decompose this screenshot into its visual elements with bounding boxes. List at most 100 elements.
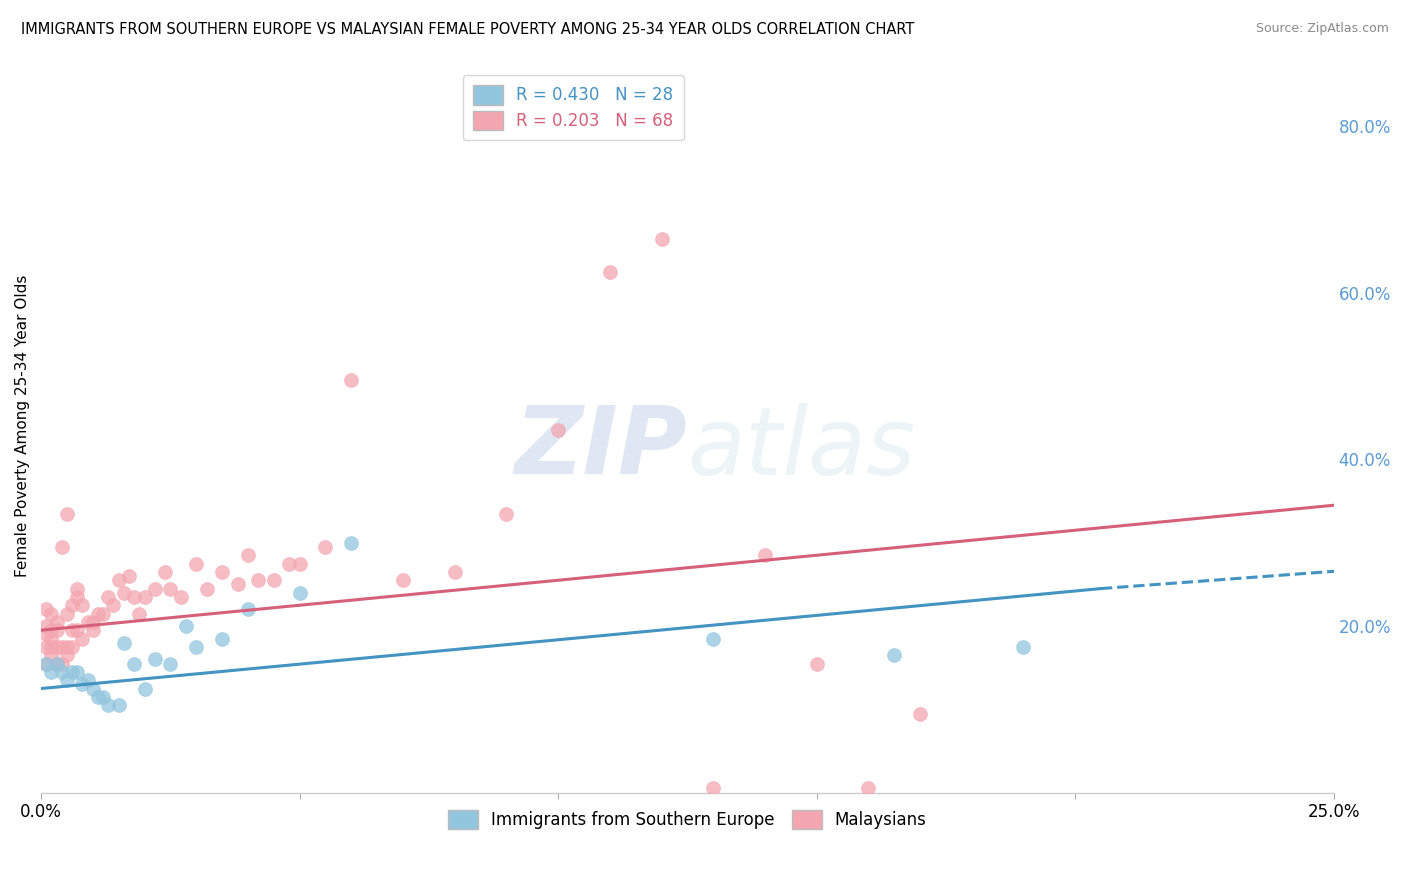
Point [443, 565, 465, 579]
Point [288, 585, 311, 599]
Point [97, 698, 120, 713]
Point [45, 640, 67, 654]
Point [41, 607, 63, 621]
Point [392, 573, 415, 587]
Point [45, 615, 67, 629]
Point [702, 781, 724, 796]
Point [97, 590, 120, 604]
Point [41, 648, 63, 663]
Point [60, 640, 83, 654]
Point [547, 423, 569, 437]
Point [170, 590, 193, 604]
Point [134, 590, 156, 604]
Point [226, 577, 249, 591]
Point [174, 619, 197, 633]
Point [128, 607, 150, 621]
Point [35, 627, 58, 641]
Point [41, 640, 63, 654]
Point [118, 569, 141, 583]
Point [278, 557, 301, 571]
Point [91, 607, 114, 621]
Point [35, 657, 58, 671]
Point [134, 681, 156, 696]
Point [908, 706, 931, 721]
Point [91, 690, 114, 704]
Point [107, 573, 129, 587]
Point [211, 565, 233, 579]
Point [103, 599, 125, 613]
Point [883, 648, 905, 663]
Point [159, 582, 181, 596]
Point [288, 557, 311, 571]
Point [41, 624, 63, 638]
Point [66, 582, 89, 596]
Point [66, 624, 89, 638]
Point [51, 665, 73, 679]
Point [143, 582, 166, 596]
Point [60, 665, 83, 679]
Point [236, 548, 259, 562]
Point [195, 582, 218, 596]
Point [51, 540, 73, 554]
Point [41, 632, 63, 646]
Point [56, 640, 79, 654]
Point [186, 557, 208, 571]
Point [82, 615, 104, 629]
Point [314, 540, 336, 554]
Point [82, 681, 104, 696]
Point [35, 602, 58, 616]
Point [56, 607, 79, 621]
Text: ZIP: ZIP [515, 402, 688, 494]
Point [263, 573, 285, 587]
Point [35, 619, 58, 633]
Point [806, 657, 828, 671]
Point [66, 665, 89, 679]
Point [87, 607, 110, 621]
Point [76, 673, 98, 688]
Point [153, 565, 176, 579]
Point [35, 640, 58, 654]
Point [247, 573, 270, 587]
Point [51, 657, 73, 671]
Point [495, 507, 517, 521]
Point [754, 548, 776, 562]
Point [45, 657, 67, 671]
Point [45, 657, 67, 671]
Point [702, 632, 724, 646]
Point [72, 599, 94, 613]
Point [60, 624, 83, 638]
Text: atlas: atlas [688, 402, 915, 493]
Point [87, 690, 110, 704]
Point [122, 590, 145, 604]
Point [41, 665, 63, 679]
Point [112, 636, 135, 650]
Point [76, 615, 98, 629]
Point [56, 673, 79, 688]
Point [45, 624, 67, 638]
Legend: Immigrants from Southern Europe, Malaysians: Immigrants from Southern Europe, Malaysi… [441, 803, 934, 836]
Point [651, 232, 673, 246]
Point [340, 535, 363, 549]
Text: Source: ZipAtlas.com: Source: ZipAtlas.com [1256, 22, 1389, 36]
Point [66, 590, 89, 604]
Point [56, 507, 79, 521]
Point [122, 657, 145, 671]
Point [35, 657, 58, 671]
Y-axis label: Female Poverty Among 25-34 Year Olds: Female Poverty Among 25-34 Year Olds [15, 275, 30, 577]
Point [72, 632, 94, 646]
Point [60, 599, 83, 613]
Point [51, 640, 73, 654]
Point [236, 602, 259, 616]
Point [143, 652, 166, 666]
Point [1012, 640, 1035, 654]
Point [858, 781, 880, 796]
Point [211, 632, 233, 646]
Point [107, 698, 129, 713]
Point [112, 585, 135, 599]
Point [72, 677, 94, 691]
Point [186, 640, 208, 654]
Point [599, 265, 621, 279]
Point [340, 373, 363, 387]
Point [56, 648, 79, 663]
Text: IMMIGRANTS FROM SOUTHERN EUROPE VS MALAYSIAN FEMALE POVERTY AMONG 25-34 YEAR OLD: IMMIGRANTS FROM SOUTHERN EUROPE VS MALAY… [21, 22, 914, 37]
